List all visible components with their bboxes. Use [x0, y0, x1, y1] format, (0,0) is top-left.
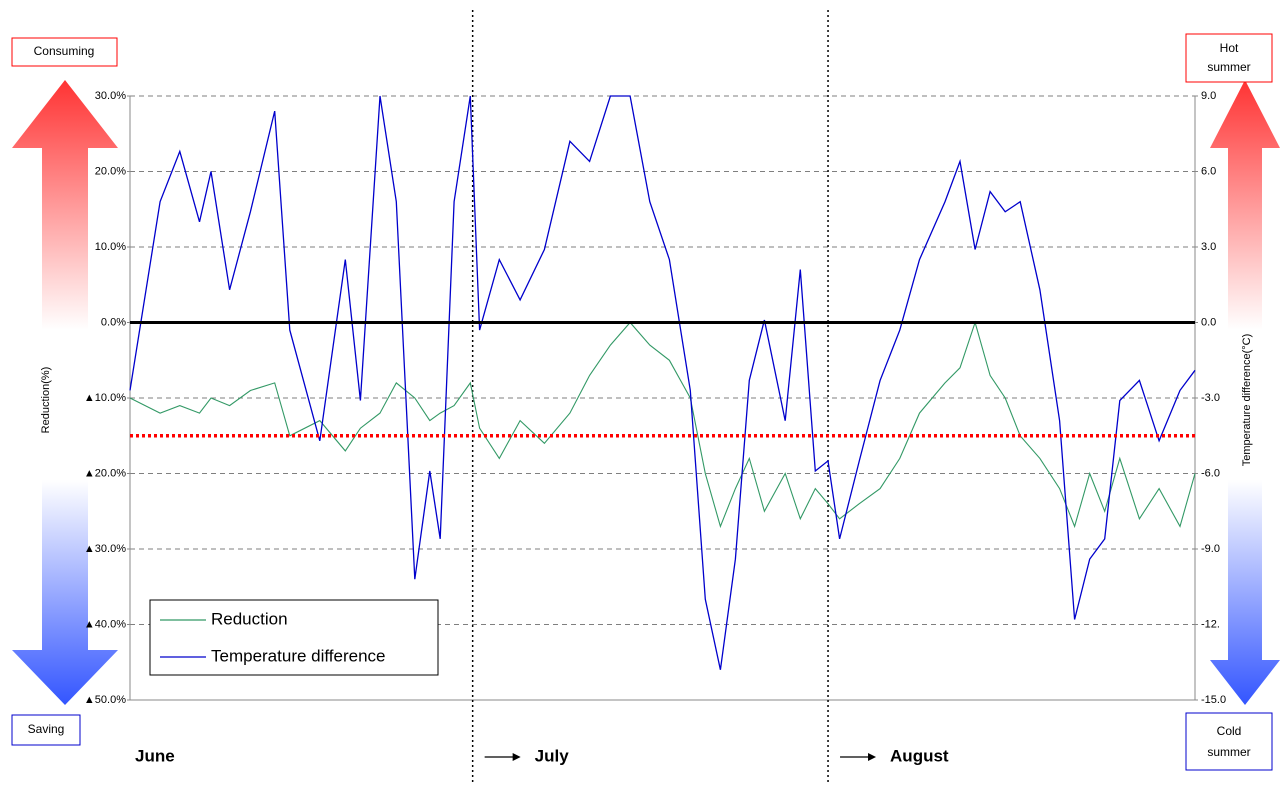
hot-box — [1185, 33, 1273, 83]
y-tick-label: 10.0% — [95, 241, 126, 253]
y2-tick-label: -3.0 — [1201, 392, 1220, 404]
annotation: Cold — [1217, 724, 1242, 738]
annotation: Saving — [28, 722, 65, 736]
annotation: summer — [1207, 60, 1250, 74]
y2-tick-label: -6.0 — [1201, 467, 1220, 479]
consuming-box — [11, 37, 118, 67]
y-axis-title: Reduction(%) — [40, 367, 52, 434]
y-tick-label: ▲20.0% — [84, 467, 126, 479]
y-tick-label: ▲40.0% — [84, 618, 126, 630]
up-arrow — [12, 80, 118, 330]
month-arrow-head — [868, 753, 877, 761]
y2-tick-label: 9.0 — [1201, 90, 1216, 102]
y2-tick-label: -15.0 — [1201, 694, 1226, 706]
legend-label: Reduction — [211, 609, 288, 628]
y-tick-label: ▲50.0% — [84, 694, 126, 706]
y2-tick-label: -12. — [1201, 618, 1220, 630]
y2-tick-label: -9.0 — [1201, 543, 1220, 555]
y2-tick-label: 6.0 — [1201, 165, 1216, 177]
month-label: August — [890, 746, 949, 765]
annotation: Consuming — [34, 44, 95, 58]
series-line — [129, 320, 1196, 529]
saving-box — [11, 714, 81, 746]
month-label: June — [135, 746, 175, 765]
y-tick-label: 0.0% — [101, 316, 126, 328]
y-tick-label: 30.0% — [95, 90, 126, 102]
month-label: July — [535, 746, 570, 765]
y2-tick-label: 3.0 — [1201, 241, 1216, 253]
month-arrow-head — [512, 753, 521, 761]
cold-box — [1185, 712, 1273, 771]
down-arrow — [12, 480, 118, 705]
y2-axis-title: Temperature difference(°C) — [1241, 334, 1253, 467]
down-arrow — [1210, 480, 1280, 705]
series-line — [129, 95, 1196, 670]
y-tick-label: ▲30.0% — [84, 543, 126, 555]
legend-label: Temperature difference — [211, 646, 386, 665]
y-tick-label: ▲10.0% — [84, 392, 126, 404]
y-tick-label: 20.0% — [95, 165, 126, 177]
up-arrow — [1210, 80, 1280, 330]
annotation: Hot — [1220, 41, 1239, 55]
annotation: summer — [1207, 745, 1250, 759]
legend-box — [149, 599, 439, 676]
y2-tick-label: 0.0 — [1201, 316, 1216, 328]
